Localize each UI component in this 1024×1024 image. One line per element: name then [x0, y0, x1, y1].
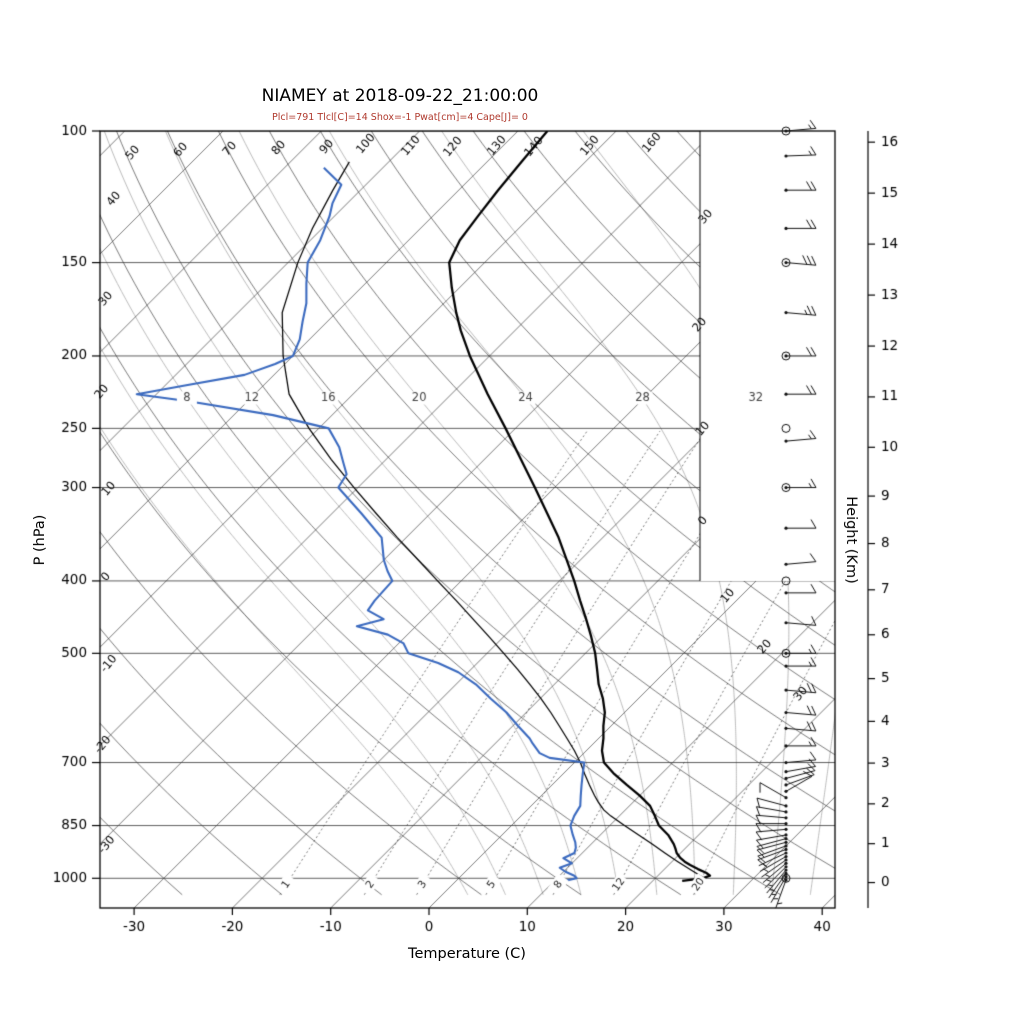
params-line: Plcl=791 Tlcl[C]=14 Shox=-1 Pwat[cm]=4 C…	[272, 112, 528, 123]
pressure-axis-label: P (hPa)	[32, 514, 48, 566]
temperature-axis-label: Temperature (C)	[408, 946, 526, 962]
chart-title: NIAMEY at 2018-09-22_21:00:00	[261, 86, 539, 106]
height-axis-label: Height (Km)	[843, 496, 859, 584]
